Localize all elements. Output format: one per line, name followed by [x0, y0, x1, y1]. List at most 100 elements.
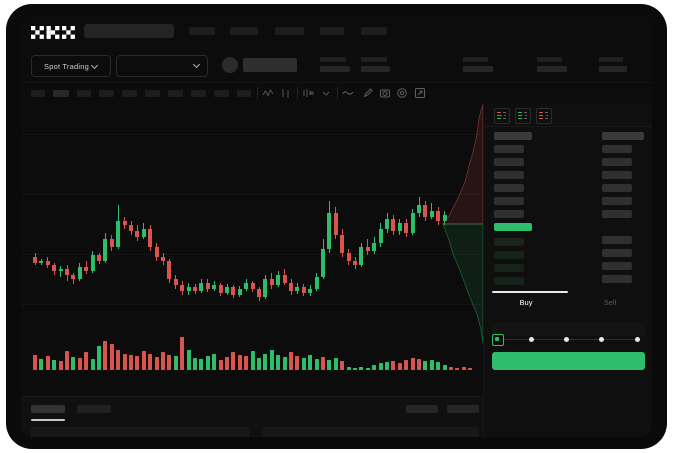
- volume-bar: [122, 353, 127, 370]
- order-book-size-row[interactable]: [602, 132, 644, 140]
- order-book-panel: Buy Sell: [483, 104, 652, 437]
- volume-bar: [199, 359, 204, 370]
- chart-gridline: [21, 134, 483, 135]
- candle: [129, 104, 133, 309]
- bottom-tab-open-orders[interactable]: [31, 405, 65, 413]
- order-book-bid-row[interactable]: [494, 251, 524, 259]
- step-dot-2[interactable]: [529, 336, 534, 342]
- order-book-size-row[interactable]: [602, 236, 632, 244]
- candle: [429, 104, 434, 309]
- stat-24h-turnover: [599, 57, 627, 72]
- timeframe-more[interactable]: [237, 90, 251, 97]
- order-book-ask-row[interactable]: [494, 158, 524, 166]
- stat-value: [361, 66, 390, 72]
- order-book-bid-row[interactable]: [494, 238, 524, 246]
- timeframe-30m[interactable]: [99, 90, 114, 97]
- tab-sell[interactable]: Sell: [603, 298, 617, 307]
- volume-bar: [116, 350, 121, 370]
- search-input[interactable]: [84, 24, 174, 38]
- nav-item-markets[interactable]: [189, 27, 215, 35]
- order-book-bid-row[interactable]: [494, 264, 524, 272]
- timeframe-5m[interactable]: [53, 90, 69, 97]
- bottom-tab-order-history[interactable]: [77, 405, 111, 413]
- order-book-size-row[interactable]: [602, 158, 632, 166]
- candle: [193, 104, 197, 309]
- order-type-field[interactable]: [492, 322, 645, 336]
- pencil-icon[interactable]: [362, 87, 374, 99]
- bottom-action-1[interactable]: [406, 405, 438, 413]
- candle: [289, 104, 293, 309]
- okx-logo[interactable]: [31, 26, 76, 39]
- order-book-size-row[interactable]: [602, 275, 632, 283]
- candle: [161, 104, 165, 309]
- chevron-down-icon[interactable]: [320, 87, 332, 99]
- step-dot-4[interactable]: [599, 336, 604, 342]
- order-book-ask-row[interactable]: [494, 145, 524, 153]
- settings-icon[interactable]: [396, 87, 408, 99]
- order-book-size-row[interactable]: [602, 184, 632, 192]
- order-book-size-row[interactable]: [602, 249, 632, 257]
- order-book-size-row[interactable]: [602, 210, 632, 218]
- candle: [154, 104, 159, 309]
- volume-bar: [58, 361, 63, 370]
- orderbook-asks-icon[interactable]: [536, 108, 552, 124]
- timeframe-1w[interactable]: [191, 90, 206, 97]
- order-book-size-row[interactable]: [602, 145, 632, 153]
- nav-item-more[interactable]: [361, 27, 387, 35]
- trading-pair-select[interactable]: [116, 55, 208, 77]
- order-book-header[interactable]: [494, 132, 532, 140]
- line-chart-icon[interactable]: [262, 87, 274, 99]
- timeframe-1d[interactable]: [168, 90, 183, 97]
- camera-icon[interactable]: [379, 87, 391, 99]
- volume-bar: [193, 357, 197, 370]
- order-book-size-row[interactable]: [602, 197, 632, 205]
- candle: [308, 104, 313, 309]
- timeframe-1mo[interactable]: [214, 90, 229, 97]
- volume-bar: [250, 351, 255, 370]
- candle: [77, 104, 82, 309]
- candlestick-icon[interactable]: [280, 87, 292, 99]
- candle: [45, 104, 50, 309]
- volume-bar: [129, 354, 133, 370]
- orderbook-both-icon[interactable]: [494, 108, 510, 124]
- order-book-size-row[interactable]: [602, 262, 632, 270]
- timeframe-15m[interactable]: [77, 90, 91, 97]
- volume-bar: [212, 353, 217, 370]
- fullscreen-icon[interactable]: [414, 87, 426, 99]
- timeframe-1m[interactable]: [31, 90, 45, 97]
- stat-label: [463, 57, 488, 62]
- candle: [218, 104, 223, 309]
- nav-item-derivatives[interactable]: [275, 27, 304, 35]
- submit-order-button[interactable]: [492, 352, 645, 370]
- order-book-ask-row[interactable]: [494, 171, 524, 179]
- spot-trading-dropdown[interactable]: Spot Trading: [31, 55, 111, 77]
- volume-bar: [161, 352, 165, 370]
- bottom-action-2[interactable]: [447, 405, 479, 413]
- candle: [231, 104, 236, 309]
- volume-bar: [404, 360, 409, 370]
- tab-buy[interactable]: Buy: [519, 298, 533, 307]
- step-indicator-active[interactable]: [492, 334, 504, 346]
- order-book-spread-row[interactable]: [494, 223, 532, 231]
- order-book-size-row[interactable]: [602, 171, 632, 179]
- wave-icon[interactable]: [342, 87, 354, 99]
- timeframe-1h[interactable]: [122, 90, 137, 97]
- order-book-ask-row[interactable]: [494, 210, 524, 218]
- indicator-icon[interactable]: [302, 87, 314, 99]
- nav-item-earn[interactable]: [320, 27, 344, 35]
- stat-label: [320, 57, 346, 62]
- timeframe-4h[interactable]: [145, 90, 160, 97]
- step-dot-5[interactable]: [635, 336, 640, 342]
- orders-placeholder-right: [263, 427, 479, 437]
- order-book-ask-row[interactable]: [494, 184, 524, 192]
- order-book-ask-row[interactable]: [494, 197, 524, 205]
- step-dot-3[interactable]: [564, 336, 569, 342]
- price-chart[interactable]: [21, 104, 483, 396]
- orders-placeholder-left: [31, 427, 249, 437]
- nav-item-trade[interactable]: [230, 27, 258, 35]
- volume-bar: [97, 345, 101, 370]
- order-steps: [492, 334, 645, 346]
- order-book-bid-row[interactable]: [494, 277, 524, 285]
- stat-value: [463, 66, 493, 72]
- orderbook-bids-icon[interactable]: [515, 108, 531, 124]
